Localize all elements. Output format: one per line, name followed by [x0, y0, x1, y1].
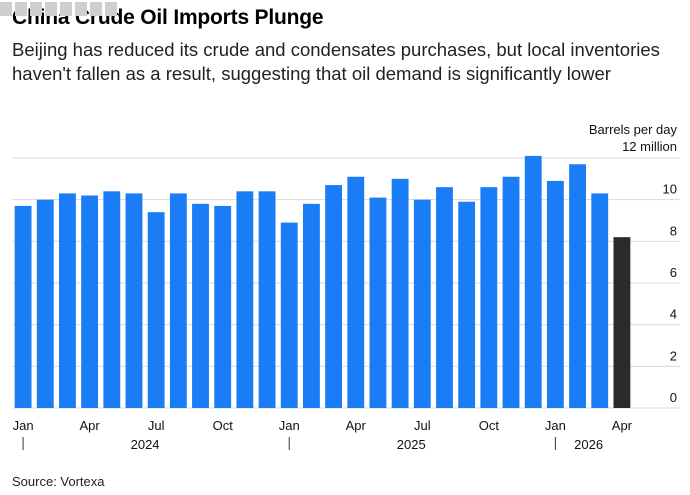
y-axis-title: Barrels per day [589, 122, 678, 137]
chart-title: China Crude Oil Imports Plunge [12, 6, 324, 29]
bar [125, 193, 143, 408]
bar [391, 178, 409, 408]
bar [214, 205, 232, 408]
bar [369, 197, 387, 408]
source-note: Source: Vortexa [12, 474, 105, 489]
bar [236, 191, 254, 408]
bar [413, 199, 431, 408]
bar [302, 203, 320, 408]
gridlines [12, 157, 680, 409]
bar [458, 201, 476, 408]
x-tick-label: Jan [545, 418, 566, 433]
bar [169, 193, 187, 408]
x-tick-label: Jul [414, 418, 431, 433]
year-labels: 2024 2025 2026 [22, 437, 603, 452]
x-tick-label: Oct [479, 418, 500, 433]
bar [103, 191, 121, 408]
year-label: 2024 [131, 437, 160, 452]
y-tick-label: 8 [670, 223, 677, 238]
x-tick-label: Apr [80, 418, 101, 433]
x-tick-label: Jan [279, 418, 300, 433]
x-tick-label: Jul [148, 418, 165, 433]
bar [480, 187, 498, 408]
y-axis-labels: 0 2 4 6 8 10 [663, 182, 677, 405]
bar [36, 199, 54, 408]
y-tick-label: 2 [670, 348, 677, 363]
y-tick-label: 10 [663, 182, 677, 197]
bar [591, 193, 609, 408]
bar [546, 180, 564, 408]
bar [524, 155, 542, 408]
bar [81, 195, 99, 408]
bar [59, 193, 76, 408]
bar [325, 185, 343, 408]
bar [147, 212, 165, 408]
x-tick-label: Apr [612, 418, 633, 433]
y-axis-top-label: 12 million [622, 139, 677, 154]
y-tick-label: 4 [670, 307, 677, 322]
year-label: 2026 [574, 437, 603, 452]
x-tick-label: Jan [13, 418, 34, 433]
x-tick-label: Oct [213, 418, 234, 433]
bars [14, 155, 631, 408]
bar [192, 203, 209, 408]
bar [436, 187, 453, 408]
chart-subtitle: Beijing has reduced its crude and conden… [12, 39, 660, 84]
bar [613, 237, 631, 408]
bar [280, 222, 298, 408]
bar [347, 176, 365, 408]
x-tick-label: Apr [346, 418, 367, 433]
y-tick-label: 6 [670, 265, 677, 280]
bar [14, 205, 32, 408]
year-label: 2025 [397, 437, 426, 452]
bar [569, 164, 586, 408]
x-axis-labels: Jan Apr Jul Oct Jan Apr Jul Oct Jan Apr [13, 418, 633, 433]
watermark-logo [0, 2, 117, 16]
y-tick-label: 0 [670, 390, 677, 405]
bar [502, 176, 520, 408]
bar [258, 191, 276, 408]
